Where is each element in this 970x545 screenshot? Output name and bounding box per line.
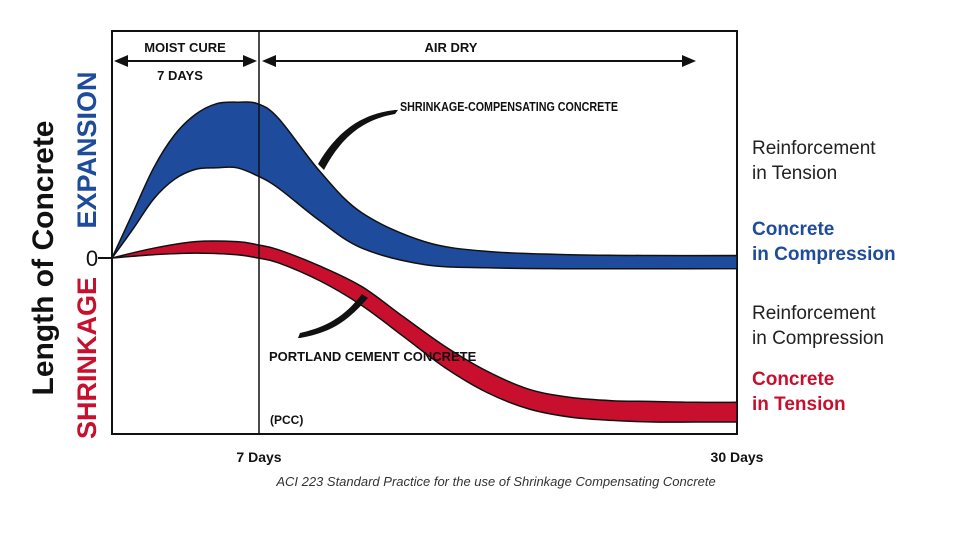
shrinkage-compensating-label: SHRINKAGE-COMPENSATING CONCRETE [400,99,618,114]
moist-cure-label: MOIST CURE [144,40,226,55]
shrinkage-compensating-leader [318,110,398,170]
right-label-concrete-compression-2: in Compression [752,244,896,265]
pcc-label-line1: PORTLAND CEMENT CONCRETE [269,349,477,364]
right-label-concrete-compression-1: Concrete [752,219,834,240]
pcc-leader [298,294,368,338]
air-dry-arrow [262,55,696,67]
right-label-reinforcement-compression-1: Reinforcement [752,303,876,324]
x-tick-30-days: 30 Days [711,449,764,465]
shrinkage-compensating-band [111,101,738,270]
expansion-label: EXPANSION [72,71,102,228]
caption: ACI 223 Standard Practice for the use of… [275,474,715,489]
shrinkage-label: SHRINKAGE [72,277,102,439]
y-axis-label: Length of Concrete [27,121,60,396]
zero-label: 0 [86,246,98,271]
right-label-reinforcement-tension-2: in Tension [752,163,837,184]
moist-cure-sublabel: 7 DAYS [157,68,203,83]
right-label-concrete-tension-1: Concrete [752,369,834,390]
pcc-band [111,240,738,423]
moist-cure-arrow [114,55,257,67]
plot-frame [111,30,738,435]
x-tick-7-days: 7 Days [236,449,281,465]
pcc-sublabel: (PCC) [270,413,303,427]
air-dry-label: AIR DRY [425,40,478,55]
right-label-concrete-tension-2: in Tension [752,394,846,415]
right-label-reinforcement-tension-1: Reinforcement [752,138,876,159]
right-label-reinforcement-compression-2: in Compression [752,328,884,349]
